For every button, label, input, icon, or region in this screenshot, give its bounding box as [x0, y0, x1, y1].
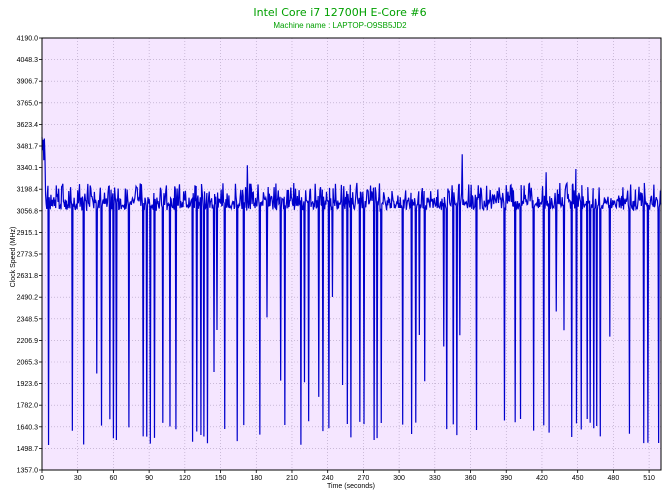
x-tick-label: 480: [608, 475, 620, 482]
x-tick-label: 120: [179, 475, 191, 482]
y-tick-label: 2206.9: [17, 338, 39, 345]
y-tick-label: 4190.0: [17, 36, 39, 43]
x-tick-label: 420: [536, 475, 548, 482]
plot-area: [41, 37, 662, 471]
x-tick-label: 90: [145, 475, 153, 482]
x-tick-label: 510: [643, 475, 655, 482]
y-tick-label: 2348.5: [17, 316, 39, 323]
y-tick-label: 3906.7: [17, 79, 39, 86]
x-tick-label: 450: [572, 475, 584, 482]
x-tick-label: 180: [250, 475, 262, 482]
y-tick-label: 1923.6: [17, 381, 39, 388]
x-tick-label: 150: [215, 475, 227, 482]
y-tick-label: 1640.3: [17, 424, 39, 431]
y-tick-label: 3340.1: [17, 165, 39, 172]
x-axis-ticks: 0 30 60 90 120 150 180 210 240 270 300 330 360 390 420…: [40, 470, 655, 482]
x-tick-label: 30: [74, 475, 82, 482]
y-tick-label: 3623.4: [17, 122, 39, 129]
chart-subtitle: Machine name : LAPTOP-O9SB5JD2: [273, 21, 407, 30]
x-tick-label: 330: [429, 475, 441, 482]
x-tick-label: 300: [393, 475, 405, 482]
series-line-clock-speed: [41, 137, 662, 446]
x-tick-label: 210: [286, 475, 298, 482]
y-tick-label: 3481.7: [17, 144, 39, 151]
x-tick-label: 390: [500, 475, 512, 482]
y-tick-label: 3056.8: [17, 208, 39, 215]
y-tick-label: 3198.4: [17, 187, 39, 194]
y-tick-label: 1782.0: [17, 403, 39, 410]
y-tick-label: 3765.0: [17, 100, 39, 107]
x-tick-label: 360: [465, 475, 477, 482]
y-tick-label: 1357.0: [17, 468, 39, 475]
y-tick-label: 1498.7: [17, 446, 39, 453]
x-axis-label: Time (seconds): [327, 483, 375, 490]
y-tick-label: 2490.2: [17, 295, 39, 302]
y-tick-label: 2773.5: [17, 252, 39, 259]
y-axis-label: Clock Speed (MHz): [10, 227, 17, 288]
chart-title: Intel Core i7 12700H E-Core #6: [253, 6, 426, 19]
y-tick-label: 2065.3: [17, 359, 39, 366]
y-tick-label: 2915.1: [17, 230, 39, 237]
x-tick-label: 60: [110, 475, 118, 482]
x-tick-label: 0: [40, 475, 44, 482]
y-axis-ticks: 1357.0 1498.7 1640.3 1782.0 1923.6 2065.3 2206…: [17, 36, 42, 475]
x-tick-label: 270: [358, 475, 370, 482]
y-tick-label: 2631.8: [17, 273, 39, 280]
y-tick-label: 4048.3: [17, 57, 39, 64]
x-tick-label: 240: [322, 475, 334, 482]
